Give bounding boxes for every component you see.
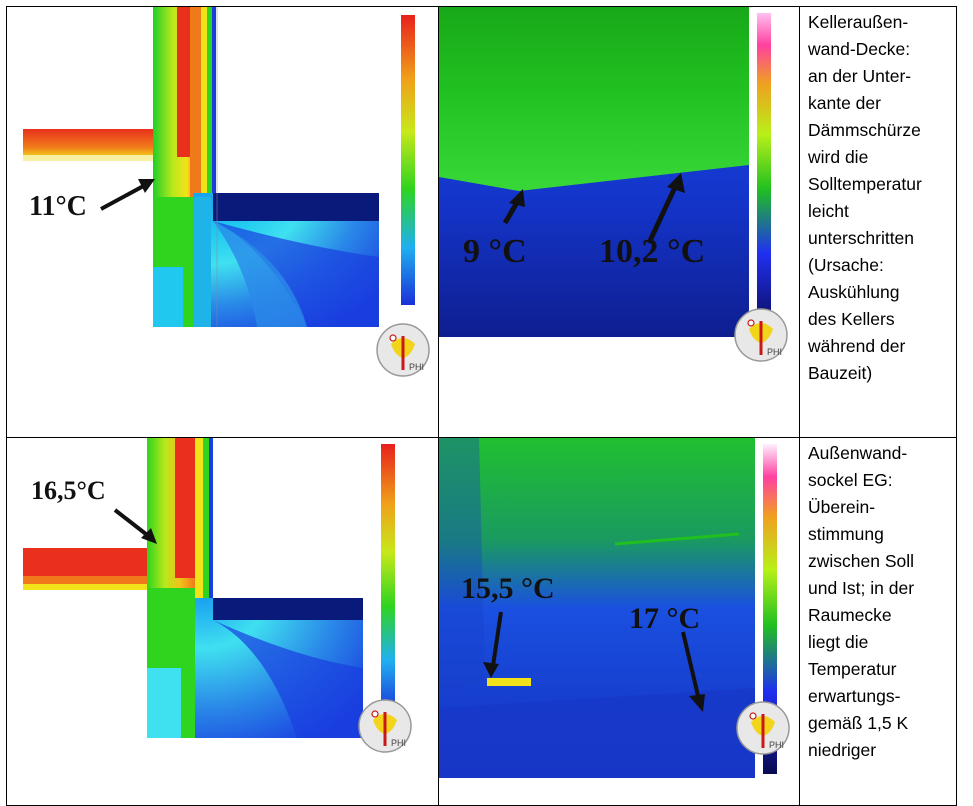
- note-line: Dämmschürze: [808, 120, 921, 140]
- note-line: während der: [808, 336, 906, 356]
- note-line: Kelleraußen-: [808, 12, 909, 32]
- logo-text: PHI: [767, 347, 782, 357]
- note-line: des Kellers: [808, 309, 895, 329]
- note-cell-1: Kelleraußen- wand-Decke: an der Unter- k…: [799, 6, 957, 438]
- simulation-cell-2: 16,5°C PHI: [6, 437, 439, 806]
- simulated-temperature-label: 11°C: [29, 191, 87, 222]
- note-text: Außenwand- sockel EG: Überein- stimmung …: [801, 439, 956, 765]
- note-line: wand-Decke:: [808, 39, 911, 59]
- phi-logo: PHI: [357, 698, 413, 759]
- note-line: leicht: [808, 201, 849, 221]
- note-line: und Ist; in der: [808, 578, 915, 598]
- simulation-cell-1: 11°C PHI: [6, 6, 439, 438]
- thermal-simulation-image: [23, 438, 395, 738]
- phi-logo: PHI: [375, 322, 431, 383]
- logo-text: PHI: [409, 362, 424, 372]
- logo-text: PHI: [391, 738, 406, 748]
- phi-logo: PHI: [733, 307, 789, 368]
- table-row: 16,5°C PHI: [6, 437, 957, 806]
- thermography-cell-1: 9 °C 10,2 °C PHI: [438, 6, 800, 438]
- simulated-temperature-label: 16,5°C: [31, 476, 106, 505]
- note-line: stimmung: [808, 524, 884, 544]
- note-line: Außenwand-: [808, 443, 908, 463]
- note-line: zwischen Soll: [808, 551, 915, 571]
- note-line: Überein-: [808, 497, 876, 517]
- note-line: kante der: [808, 93, 881, 113]
- note-line: sockel EG:: [808, 470, 893, 490]
- note-line: unterschritten: [808, 228, 915, 248]
- note-line: Solltemperatur: [808, 174, 922, 194]
- thermography-cell-2: 15,5 °C 17 °C PHI: [438, 437, 800, 806]
- thermal-simulation-image: [23, 7, 415, 327]
- note-line: Bauzeit): [808, 363, 873, 383]
- measured-temperature-left: 15,5 °C: [461, 572, 555, 605]
- note-cell-2: Außenwand- sockel EG: Überein- stimmung …: [799, 437, 957, 806]
- phi-logo: PHI: [735, 700, 791, 761]
- note-line: Raumecke: [808, 605, 892, 625]
- note-line: liegt die: [808, 632, 869, 652]
- thermography-image: [439, 438, 799, 778]
- thermography-image: [439, 7, 799, 337]
- note-text: Kelleraußen- wand-Decke: an der Unter- k…: [801, 8, 956, 388]
- measured-temperature-right: 10,2 °C: [599, 233, 706, 270]
- comparison-table: 11°C PHI: [6, 6, 957, 806]
- measured-temperature-left: 9 °C: [463, 233, 527, 270]
- note-line: niedriger: [808, 740, 877, 760]
- note-line: (Ursache:: [808, 255, 884, 275]
- measured-temperature-right: 17 °C: [629, 602, 701, 635]
- note-line: Temperatur: [808, 659, 897, 679]
- note-line: Auskühlung: [808, 282, 900, 302]
- note-line: wird die: [808, 147, 869, 167]
- note-line: an der Unter-: [808, 66, 912, 86]
- note-line: gemäß 1,5 K: [808, 713, 909, 733]
- logo-text: PHI: [769, 740, 784, 750]
- table-row: 11°C PHI: [6, 6, 957, 438]
- note-line: erwartungs-: [808, 686, 901, 706]
